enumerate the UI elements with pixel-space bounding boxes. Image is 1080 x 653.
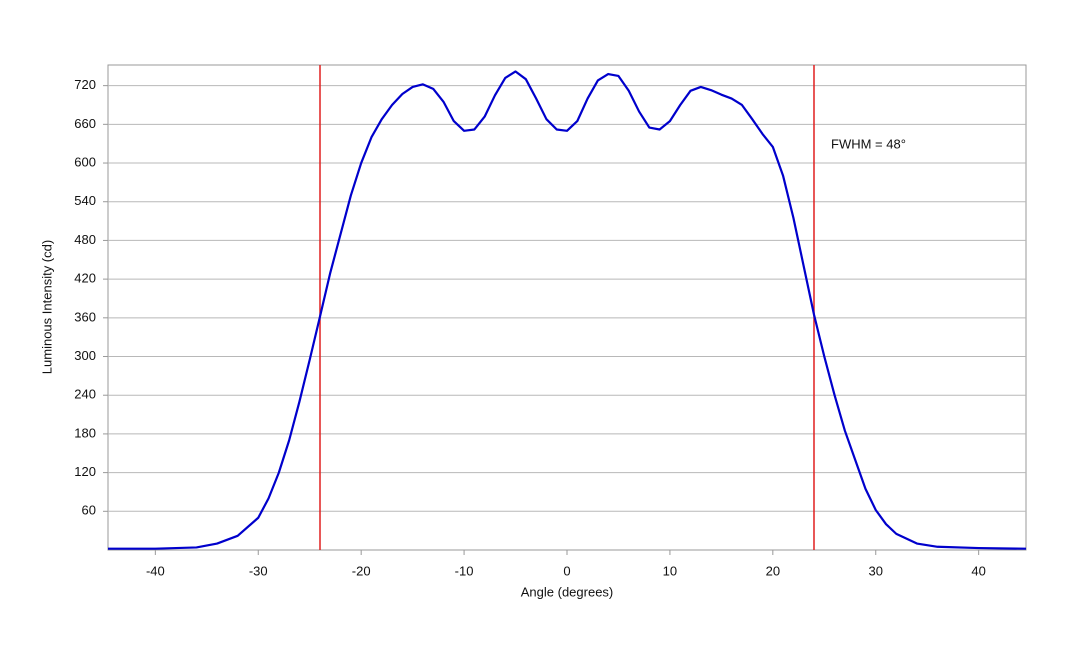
y-tick-label: 180	[74, 425, 96, 440]
y-tick-label: 600	[74, 154, 96, 169]
y-tick-label: 480	[74, 232, 96, 247]
x-tick-label: 30	[869, 563, 883, 578]
x-axis-label: Angle (degrees)	[521, 584, 614, 599]
x-tick-label: -30	[249, 563, 268, 578]
x-tick-label: -40	[146, 563, 165, 578]
y-axis-label: Luminous Intensity (cd)	[39, 240, 54, 374]
x-tick-label: 0	[563, 563, 570, 578]
line-series	[108, 70, 1027, 550]
y-tick-label: 540	[74, 193, 96, 208]
y-tick-label: 420	[74, 271, 96, 286]
y-tick-label: 120	[74, 464, 96, 479]
x-tick-label: -10	[455, 563, 474, 578]
y-tick-label: 360	[74, 309, 96, 324]
x-tick-label: 20	[766, 563, 780, 578]
y-tick-label: 660	[74, 116, 96, 131]
y-tick-label: 240	[74, 387, 96, 402]
y-tick-label: 300	[74, 348, 96, 363]
x-tick-label: -20	[352, 563, 371, 578]
x-tick-label: 40	[971, 563, 985, 578]
y-tick-label: 720	[74, 77, 96, 92]
x-tick-label: 10	[663, 563, 677, 578]
y-tick-label: 60	[82, 503, 96, 518]
annotation: FWHM = 48°	[831, 136, 906, 151]
